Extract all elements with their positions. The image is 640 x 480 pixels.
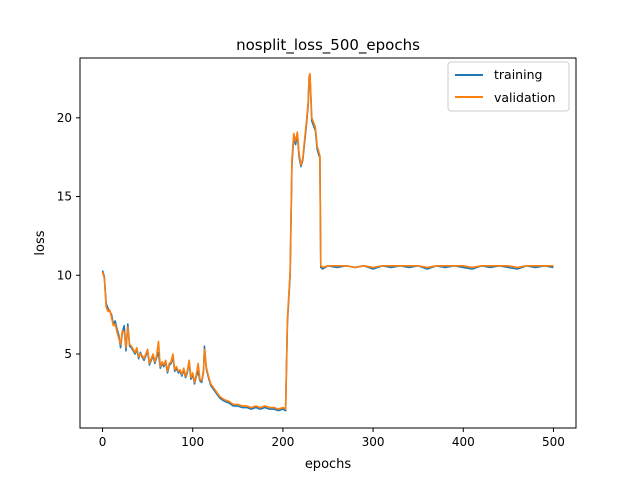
x-tick-label: 400 <box>452 435 475 449</box>
x-axis-label: epochs <box>305 457 352 472</box>
y-axis-label: loss <box>33 230 48 255</box>
x-tick-label: 0 <box>99 435 107 449</box>
x-tick-label: 100 <box>181 435 204 449</box>
series-line-validation <box>101 72 554 410</box>
x-tick-label: 500 <box>542 435 565 449</box>
series-line-training <box>101 74 554 412</box>
y-tick-label: 20 <box>57 111 72 125</box>
legend-label-training: training <box>494 67 542 82</box>
legend-label-validation: validation <box>494 90 556 105</box>
plot-frame <box>79 57 577 429</box>
y-tick-label: 5 <box>64 347 72 361</box>
series-layer <box>101 72 554 412</box>
chart-title: nosplit_loss_500_epochs <box>236 36 420 55</box>
y-tick-label: 10 <box>57 268 72 282</box>
y-axis-ticks: 5 10 15 20 <box>57 111 80 361</box>
x-axis-ticks: 0 100 200 300 400 500 <box>99 428 565 449</box>
x-tick-label: 300 <box>362 435 385 449</box>
x-tick-label: 200 <box>271 435 294 449</box>
legend: training validation <box>447 61 570 112</box>
y-tick-label: 15 <box>57 190 72 204</box>
plot-area: 0 100 200 300 400 500 5 10 15 20 <box>57 57 577 449</box>
